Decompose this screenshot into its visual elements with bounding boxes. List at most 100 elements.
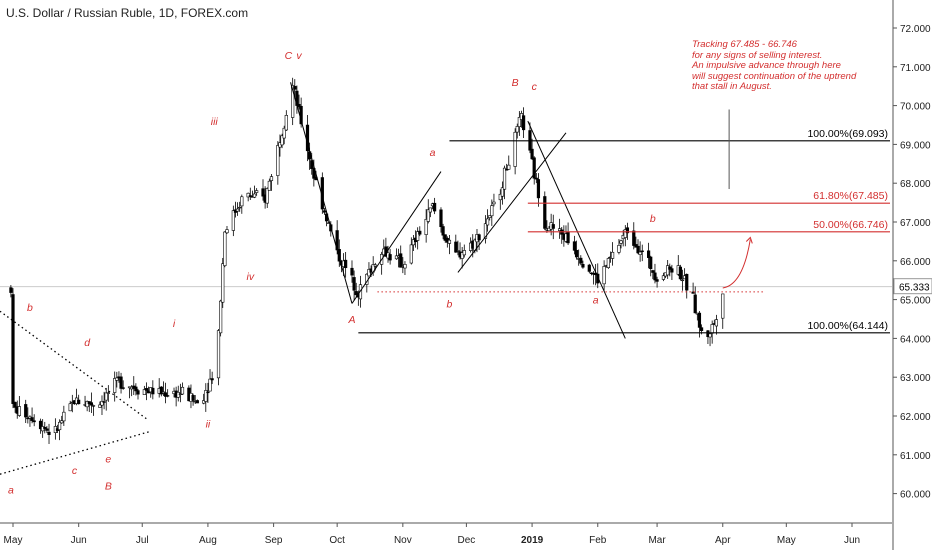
candle-body xyxy=(685,273,689,291)
candle-body xyxy=(58,421,62,431)
y-tick-label: 61.000 xyxy=(900,451,931,462)
candle-body xyxy=(606,258,610,269)
y-tick-label: 72.000 xyxy=(900,24,931,35)
candle-body xyxy=(32,420,36,423)
candle-body xyxy=(159,386,163,395)
candle-body xyxy=(98,404,102,408)
candle-body xyxy=(246,192,250,198)
candle-body xyxy=(587,264,591,272)
candle-body xyxy=(238,206,242,209)
wave-label: c xyxy=(532,81,538,93)
candle-body xyxy=(534,177,538,180)
candle-body xyxy=(85,401,89,408)
candle-body xyxy=(411,239,416,246)
candle-body xyxy=(208,378,212,392)
wave-label: b xyxy=(447,298,453,310)
candle-body xyxy=(350,267,354,276)
candle-body xyxy=(670,268,674,273)
projection-arrowhead xyxy=(745,236,753,244)
annotation-text: Tracking 67.485 - 66.746 for any signs of… xyxy=(692,39,882,93)
annotation-line: An impulsive advance through here xyxy=(692,60,841,71)
candle-body xyxy=(661,275,666,280)
candle-body xyxy=(136,390,140,395)
candle-body xyxy=(426,209,430,222)
candle-body xyxy=(651,270,655,273)
candle-body xyxy=(710,324,714,334)
candle-body xyxy=(280,135,284,146)
candle-body xyxy=(566,232,570,244)
wave-label: A xyxy=(347,314,355,326)
candle-body xyxy=(221,263,225,303)
y-tick-label: 60.000 xyxy=(900,490,931,501)
candle-body xyxy=(403,264,407,269)
projection-arrow xyxy=(722,239,751,289)
candle-body xyxy=(714,319,719,327)
candle-body xyxy=(62,411,66,422)
candle-body xyxy=(151,387,155,395)
candle-body xyxy=(500,187,505,197)
candle-body xyxy=(91,405,96,407)
y-tick-label: 66.000 xyxy=(900,257,931,268)
candle-body xyxy=(367,269,371,277)
candle-body xyxy=(513,131,517,167)
candle-body xyxy=(388,254,392,261)
candle-body xyxy=(24,404,28,418)
wave-label: c xyxy=(72,465,78,477)
candle-body xyxy=(216,330,221,379)
candle-body xyxy=(113,378,117,393)
candle-body xyxy=(204,390,208,402)
candle-body xyxy=(219,300,223,334)
candle-body xyxy=(462,250,466,256)
fib-level-label: 100.00%(64.144) xyxy=(807,320,888,332)
candle-body xyxy=(191,395,195,401)
candle-body xyxy=(596,273,600,284)
candle-body xyxy=(574,250,579,258)
x-tick-label: Nov xyxy=(394,535,412,546)
last-price-label: 65.333 xyxy=(899,283,930,294)
candle-body xyxy=(104,392,108,401)
candle-body xyxy=(655,279,659,282)
candle-body xyxy=(102,401,106,403)
candle-body xyxy=(267,180,271,191)
triangle-lower-line xyxy=(0,430,151,475)
candle-body xyxy=(653,272,657,281)
candle-body xyxy=(235,208,240,212)
candle-body xyxy=(551,224,555,229)
wave-line-c-to-a xyxy=(290,82,353,304)
candle-body xyxy=(477,234,481,241)
wave-label: B xyxy=(105,481,112,493)
candle-body xyxy=(668,266,672,270)
candle-body xyxy=(163,392,168,397)
wave-label: i xyxy=(173,318,176,330)
candle-body xyxy=(47,431,51,435)
candle-body xyxy=(269,176,274,181)
wave-label: a xyxy=(593,294,599,306)
candle-body xyxy=(649,256,653,270)
annotation-line: that stall in August. xyxy=(692,81,772,92)
candle-body xyxy=(515,126,519,133)
candle-body xyxy=(119,376,123,389)
candle-body xyxy=(505,169,509,171)
candle-body xyxy=(248,195,252,197)
x-tick-label: Oct xyxy=(329,535,345,546)
candle-body xyxy=(498,193,502,201)
candle-body xyxy=(291,85,295,118)
candle-body xyxy=(195,400,199,404)
wave-label: b xyxy=(27,302,33,314)
x-tick-label: Mar xyxy=(648,535,666,546)
candle-body xyxy=(619,240,623,244)
candle-body xyxy=(536,179,541,199)
candle-body xyxy=(488,215,492,219)
wave-label: v xyxy=(296,50,302,62)
candle-body xyxy=(439,209,443,228)
candle-body xyxy=(416,231,420,241)
y-tick-label: 67.000 xyxy=(900,218,931,229)
candle-body xyxy=(38,420,43,430)
candle-body xyxy=(210,378,214,381)
wave-label: B xyxy=(512,77,519,89)
candle-body xyxy=(252,193,257,198)
wave-label: a xyxy=(8,485,14,497)
candle-body xyxy=(265,188,269,204)
candle-body xyxy=(572,241,577,251)
y-tick-label: 63.000 xyxy=(900,373,931,384)
